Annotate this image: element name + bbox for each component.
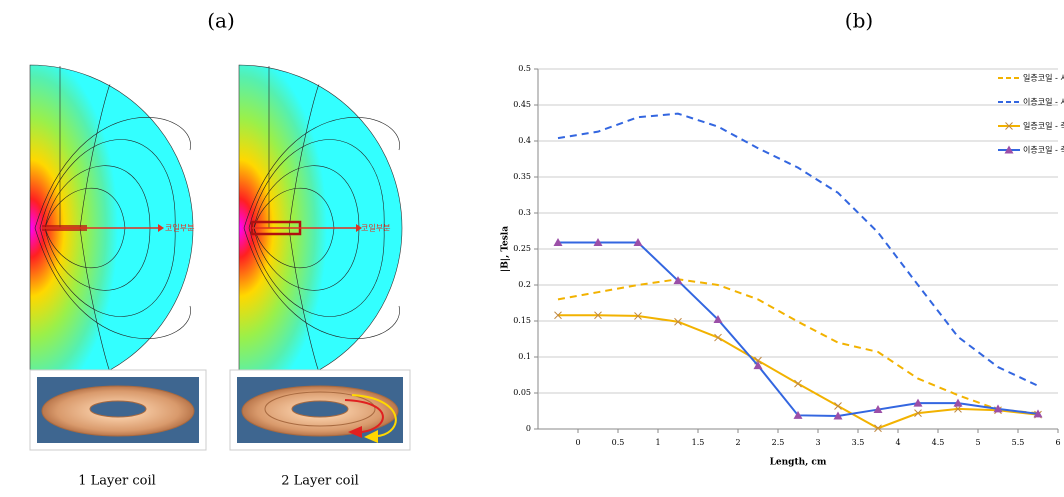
figure: (a) (b) 코일부분 코일부분 <box>0 0 1064 493</box>
coil-image-2 <box>230 370 410 450</box>
x-tick-label: 3.5 <box>852 438 865 447</box>
x-tick-label: 0 <box>575 438 580 447</box>
caption: 1 Layer coil <box>78 474 156 489</box>
y-tick-label: 0.1 <box>518 352 531 361</box>
panel-label: (a) <box>207 9 235 33</box>
line-chart: 0 0.05 0.1 0.15 0.2 0.25 0.3 0.35 0.4 0.45 0.5 0 0.5… <box>501 64 1064 468</box>
x-tick-label: 5.5 <box>1012 438 1025 447</box>
series-line <box>558 243 1038 417</box>
simulation-2: 코일부분 <box>239 65 402 391</box>
y-tick-label: 0 <box>526 424 531 433</box>
y-tick-label: 0.45 <box>513 100 531 109</box>
y-tick-label: 0.25 <box>513 244 531 253</box>
legend-label: 이층코일 - 측정값 <box>1023 145 1064 155</box>
annotation: 코일부분 <box>361 224 390 233</box>
y-axis-label: |B|, Tesla <box>501 226 511 272</box>
x-tick-label: 0.5 <box>612 438 625 447</box>
series-line <box>558 114 1038 386</box>
x-tick-label: 1.5 <box>692 438 705 447</box>
x-axis-label: Length, cm <box>770 458 827 468</box>
marker <box>835 402 842 409</box>
y-tick-label: 0.05 <box>513 388 531 397</box>
x-tick-label: 1 <box>655 438 660 447</box>
x-tick-label: 5 <box>975 438 980 447</box>
coil-image-1 <box>30 370 206 450</box>
x-tick-label: 4.5 <box>932 438 945 447</box>
y-tick-label: 0.5 <box>518 64 531 73</box>
simulation-1: 코일부분 <box>30 65 194 391</box>
legend-label: 이층코일 - 시뮬레이션 <box>1023 97 1064 107</box>
caption: 2 Layer coil <box>281 474 359 489</box>
panel-label: (b) <box>845 9 873 33</box>
annotation: 코일부분 <box>165 224 194 233</box>
marker <box>795 380 802 387</box>
y-tick-label: 0.3 <box>518 208 531 217</box>
x-tick-label: 3 <box>815 438 820 447</box>
x-tick-label: 2.5 <box>772 438 785 447</box>
y-tick-label: 0.4 <box>518 136 531 145</box>
y-tick-label: 0.35 <box>513 172 531 181</box>
y-tick-label: 0.15 <box>513 316 531 325</box>
legend-label: 일층코일 - 시뮬레이션 <box>1023 73 1064 83</box>
legend-label: 일층코일 - 측정값 <box>1023 121 1064 131</box>
x-tick-label: 4 <box>895 438 900 447</box>
x-tick-label: 2 <box>735 438 740 447</box>
x-tick-label: 6 <box>1055 438 1060 447</box>
y-tick-label: 0.2 <box>518 280 531 289</box>
